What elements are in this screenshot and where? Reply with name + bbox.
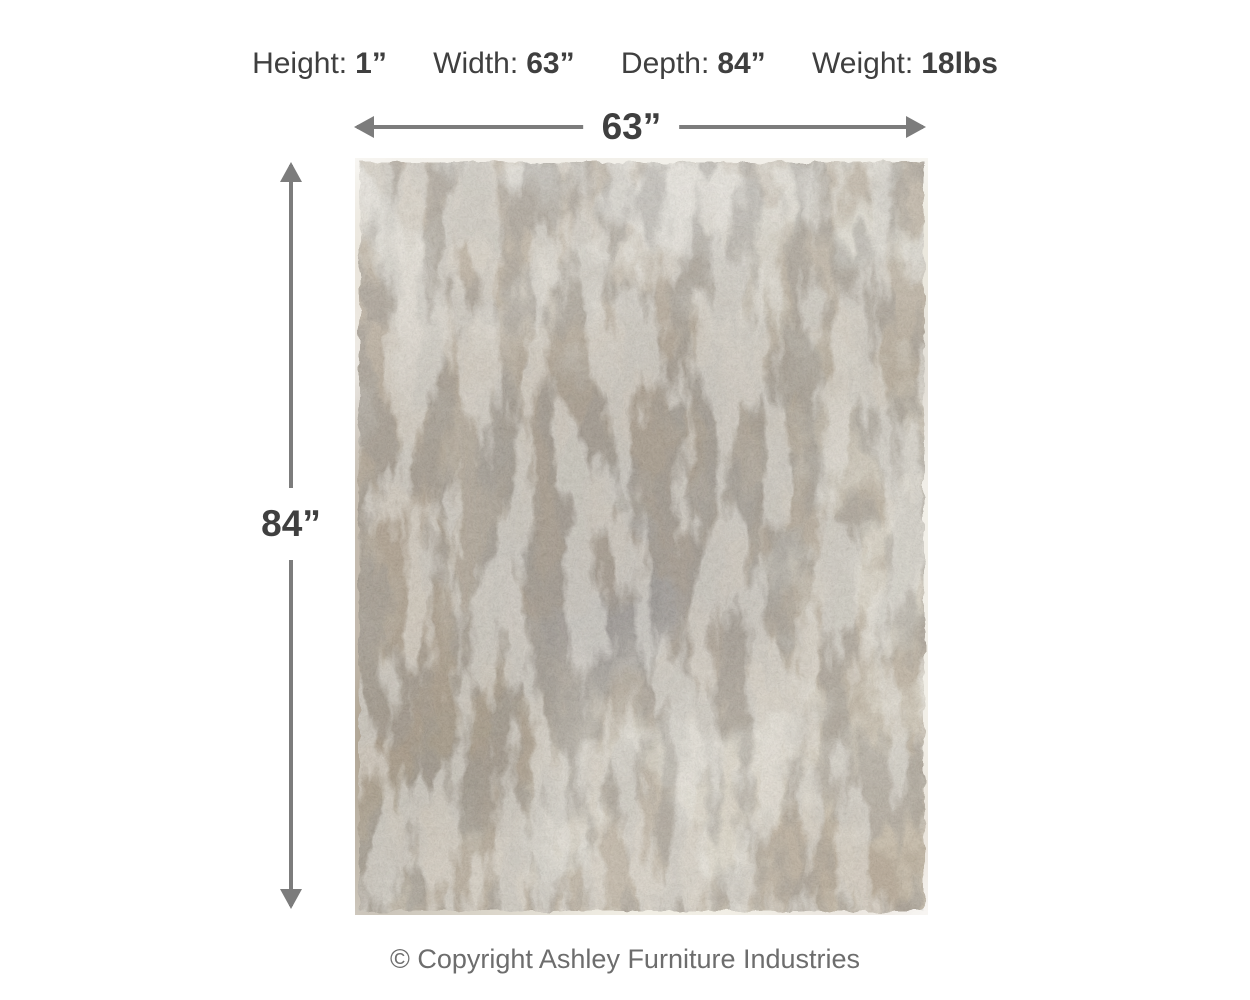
spec-height-value: 1” (355, 47, 387, 80)
spec-height: Height: 1” (252, 47, 387, 81)
spec-height-label: Height: (252, 47, 348, 80)
spec-weight: Weight: 18lbs (812, 47, 998, 81)
spec-depth-label: Depth: (620, 47, 710, 80)
spec-depth-value: 84” (717, 47, 766, 80)
arrow-right-icon (906, 116, 926, 138)
spec-depth: Depth: 84” (621, 47, 766, 81)
rug-texture-svg (355, 158, 928, 915)
spec-width-label: Width: (433, 47, 519, 80)
spec-width: Width: 63” (433, 47, 574, 81)
arrow-down-icon (280, 889, 302, 909)
spec-weight-label: Weight: (812, 47, 914, 80)
width-dimension-arrow: 63” (354, 106, 926, 148)
height-arrow-label: 84” (258, 488, 324, 561)
height-dimension-arrow: 84” (258, 162, 324, 909)
spec-weight-value: 18lbs (921, 47, 998, 80)
rug-product-image (355, 158, 928, 915)
width-arrow-label: 63” (583, 106, 680, 148)
spec-width-value: 63” (526, 47, 575, 80)
copyright-text: © Copyright Ashley Furniture Industries (389, 944, 861, 974)
dimensions-header: Height: 1” Width: 63” Depth: 84” Weight: 18l… (0, 47, 1250, 81)
